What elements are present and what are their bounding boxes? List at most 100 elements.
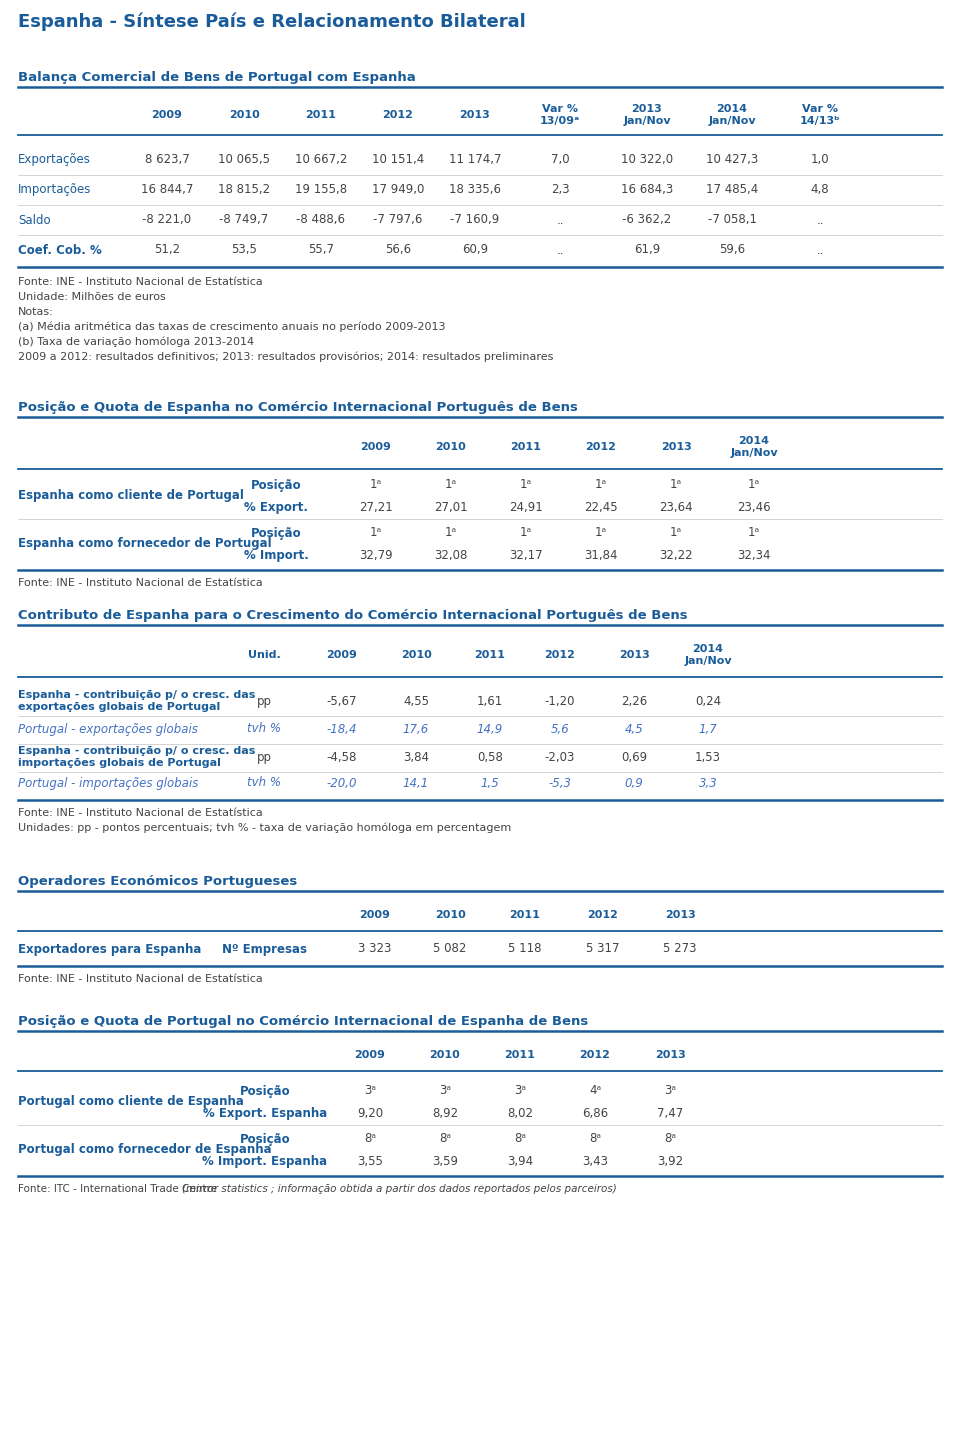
Text: Posição e Quota de Espanha no Comércio Internacional Português de Bens: Posição e Quota de Espanha no Comércio I…	[18, 401, 578, 414]
Text: 18 335,6: 18 335,6	[449, 183, 501, 196]
Text: 1ᵃ: 1ᵃ	[670, 478, 682, 491]
Text: Fonte: INE - Instituto Nacional de Estatística: Fonte: INE - Instituto Nacional de Estat…	[18, 579, 263, 589]
Text: 23,64: 23,64	[660, 501, 693, 514]
Text: 32,08: 32,08	[434, 548, 468, 561]
Text: 4ᵃ: 4ᵃ	[588, 1084, 601, 1097]
Text: Balança Comercial de Bens de Portugal com Espanha: Balança Comercial de Bens de Portugal co…	[18, 70, 416, 83]
Text: 1,0: 1,0	[810, 153, 829, 166]
Text: 2012: 2012	[580, 1050, 611, 1060]
Text: 7,0: 7,0	[551, 153, 569, 166]
Text: -18,4: -18,4	[326, 723, 357, 736]
Text: pp: pp	[256, 695, 272, 707]
Text: 2010: 2010	[400, 650, 431, 660]
Text: -20,0: -20,0	[326, 776, 357, 789]
Text: Unidades: pp - pontos percentuais; tvh % - taxa de variação homóloga em percenta: Unidades: pp - pontos percentuais; tvh %…	[18, 823, 512, 833]
Text: 32,79: 32,79	[359, 548, 393, 561]
Text: 8ᵃ: 8ᵃ	[664, 1133, 676, 1146]
Text: Portugal - importações globais: Portugal - importações globais	[18, 776, 199, 789]
Text: 3,94: 3,94	[507, 1154, 533, 1167]
Text: 3ᵃ: 3ᵃ	[439, 1084, 451, 1097]
Text: 1,5: 1,5	[481, 776, 499, 789]
Text: 1ᵃ: 1ᵃ	[520, 527, 532, 540]
Text: Exportações: Exportações	[18, 153, 91, 166]
Text: 8ᵃ: 8ᵃ	[439, 1133, 451, 1146]
Text: 1ᵃ: 1ᵃ	[370, 527, 382, 540]
Text: 8 623,7: 8 623,7	[145, 153, 189, 166]
Text: 17 485,4: 17 485,4	[706, 183, 758, 196]
Text: Espanha - Síntese País e Relacionamento Bilateral: Espanha - Síntese País e Relacionamento …	[18, 13, 526, 32]
Text: 3,59: 3,59	[432, 1154, 458, 1167]
Text: 14,9: 14,9	[477, 723, 503, 736]
Text: 3,84: 3,84	[403, 750, 429, 763]
Text: 1,61: 1,61	[477, 695, 503, 707]
Text: 32,22: 32,22	[660, 548, 693, 561]
Text: 2010: 2010	[228, 110, 259, 120]
Text: 3ᵃ: 3ᵃ	[664, 1084, 676, 1097]
Text: Var %
13/09ᵃ: Var % 13/09ᵃ	[540, 105, 580, 126]
Text: 8,02: 8,02	[507, 1107, 533, 1120]
Text: 2011: 2011	[474, 650, 505, 660]
Text: 1,7: 1,7	[699, 723, 717, 736]
Text: 31,84: 31,84	[585, 548, 617, 561]
Text: 3 323: 3 323	[358, 942, 392, 955]
Text: 18 815,2: 18 815,2	[218, 183, 270, 196]
Text: Fonte: INE - Instituto Nacional de Estatística: Fonte: INE - Instituto Nacional de Estat…	[18, 276, 263, 286]
Text: ..: ..	[816, 243, 824, 256]
Text: 56,6: 56,6	[385, 243, 411, 256]
Text: 0,24: 0,24	[695, 695, 721, 707]
Text: 2010: 2010	[436, 442, 467, 453]
Text: 4,5: 4,5	[625, 723, 643, 736]
Text: 4,55: 4,55	[403, 695, 429, 707]
Text: Operadores Económicos Portugueses: Operadores Económicos Portugueses	[18, 875, 298, 888]
Text: % Import. Espanha: % Import. Espanha	[203, 1154, 327, 1167]
Text: 1ᵃ: 1ᵃ	[595, 478, 607, 491]
Text: Posição: Posição	[240, 1084, 290, 1097]
Text: (b) Taxa de variação homóloga 2013-2014: (b) Taxa de variação homóloga 2013-2014	[18, 337, 254, 347]
Text: Fonte: ITC - International Trade Centre: Fonte: ITC - International Trade Centre	[18, 1184, 220, 1194]
Text: 2012: 2012	[588, 909, 618, 919]
Text: 3ᵃ: 3ᵃ	[514, 1084, 526, 1097]
Text: Var %
14/13ᵇ: Var % 14/13ᵇ	[800, 105, 840, 126]
Text: 0,9: 0,9	[625, 776, 643, 789]
Text: Portugal como cliente de Espanha: Portugal como cliente de Espanha	[18, 1095, 244, 1108]
Text: 8ᵃ: 8ᵃ	[364, 1133, 376, 1146]
Text: 1ᵃ: 1ᵃ	[370, 478, 382, 491]
Text: 32,34: 32,34	[737, 548, 771, 561]
Text: Espanha - contribuição p/ o cresc. das
importações globais de Portugal: Espanha - contribuição p/ o cresc. das i…	[18, 746, 255, 768]
Text: 3ᵃ: 3ᵃ	[364, 1084, 376, 1097]
Text: 24,91: 24,91	[509, 501, 542, 514]
Text: 8ᵃ: 8ᵃ	[514, 1133, 526, 1146]
Text: -8 221,0: -8 221,0	[142, 213, 192, 226]
Text: 10 667,2: 10 667,2	[295, 153, 348, 166]
Text: Espanha como fornecedor de Portugal: Espanha como fornecedor de Portugal	[18, 537, 272, 550]
Text: 2012: 2012	[383, 110, 414, 120]
Text: 2013: 2013	[664, 909, 695, 919]
Text: 1ᵃ: 1ᵃ	[670, 527, 682, 540]
Text: 2010: 2010	[430, 1050, 461, 1060]
Text: 2010: 2010	[435, 909, 466, 919]
Text: 2012: 2012	[586, 442, 616, 453]
Text: 53,5: 53,5	[231, 243, 257, 256]
Text: 10 151,4: 10 151,4	[372, 153, 424, 166]
Text: 8ᵃ: 8ᵃ	[589, 1133, 601, 1146]
Text: 6,86: 6,86	[582, 1107, 608, 1120]
Text: 1ᵃ: 1ᵃ	[444, 527, 457, 540]
Text: -8 488,6: -8 488,6	[297, 213, 346, 226]
Text: % Export.: % Export.	[244, 501, 308, 514]
Text: 10 427,3: 10 427,3	[706, 153, 758, 166]
Text: 2013
Jan/Nov: 2013 Jan/Nov	[623, 105, 671, 126]
Text: Contributo de Espanha para o Crescimento do Comércio Internacional Português de : Contributo de Espanha para o Crescimento…	[18, 609, 687, 621]
Text: pp: pp	[256, 750, 272, 763]
Text: 2009: 2009	[152, 110, 182, 120]
Text: Nº Empresas: Nº Empresas	[223, 942, 307, 955]
Text: 27,21: 27,21	[359, 501, 393, 514]
Text: Coef. Cob. %: Coef. Cob. %	[18, 243, 102, 256]
Text: 19 155,8: 19 155,8	[295, 183, 348, 196]
Text: 14,1: 14,1	[403, 776, 429, 789]
Text: -6 362,2: -6 362,2	[622, 213, 672, 226]
Text: ..: ..	[556, 213, 564, 226]
Text: 9,20: 9,20	[357, 1107, 383, 1120]
Text: 3,43: 3,43	[582, 1154, 608, 1167]
Text: 5 273: 5 273	[663, 942, 697, 955]
Text: 2014
Jan/Nov: 2014 Jan/Nov	[731, 437, 778, 458]
